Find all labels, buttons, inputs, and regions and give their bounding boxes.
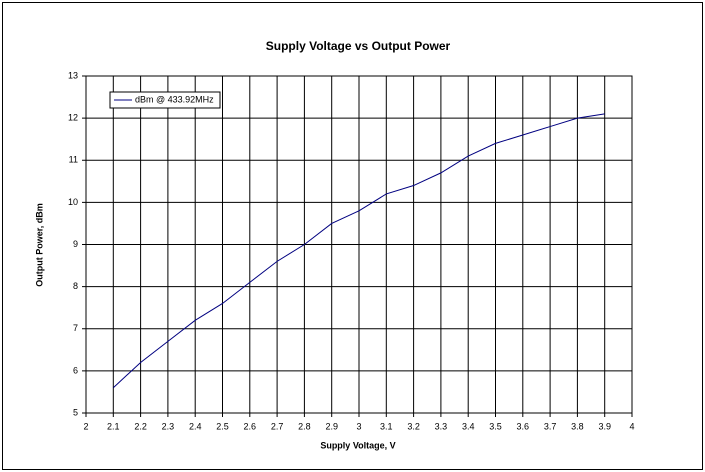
x-tick-label: 3.9 [598, 421, 611, 431]
x-tick-label: 2 [83, 421, 88, 431]
x-tick-label: 3.1 [380, 421, 393, 431]
x-tick-label: 2.5 [216, 421, 229, 431]
x-tick-label: 3.5 [489, 421, 502, 431]
x-tick-label: 2.6 [244, 421, 257, 431]
x-axis-label: Supply Voltage, V [320, 440, 395, 450]
x-tick-label: 4 [629, 421, 634, 431]
x-tick-label: 3 [356, 421, 361, 431]
x-tick-label: 2.9 [325, 421, 338, 431]
x-tick-label: 2.4 [189, 421, 202, 431]
x-tick-label: 3.6 [517, 421, 530, 431]
x-tick-label: 2.3 [162, 421, 175, 431]
x-tick-label: 2.2 [134, 421, 147, 431]
x-tick-label: 3.7 [544, 421, 557, 431]
plot-border [85, 75, 633, 414]
legend-box [109, 91, 221, 109]
y-axis-label: Output Power, dBm [34, 203, 44, 287]
x-tick-label: 3.2 [407, 421, 420, 431]
x-tick-label: 3.4 [462, 421, 475, 431]
y-tick-label: 12 [68, 113, 78, 123]
y-tick-label: 11 [69, 155, 78, 165]
y-tick-label: 13 [68, 70, 78, 80]
x-tick-label: 3.3 [435, 421, 448, 431]
x-tick-label: 2.7 [271, 421, 284, 431]
x-tick-label: 2.1 [107, 421, 120, 431]
data-line [112, 113, 605, 389]
x-tick-label: 2.8 [298, 421, 311, 431]
y-tick-label: 9 [73, 239, 78, 249]
x-tick-label: 3.8 [571, 421, 584, 431]
y-tick-label: 5 [73, 407, 78, 417]
y-tick-label: 10 [68, 197, 78, 207]
legend-label: dBm @ 433.92MHz [135, 94, 214, 104]
y-tick-label: 7 [73, 323, 78, 333]
y-tick-label: 8 [73, 281, 78, 291]
y-tick-label: 6 [73, 365, 78, 375]
chart-title: Supply Voltage vs Output Power [266, 39, 451, 53]
